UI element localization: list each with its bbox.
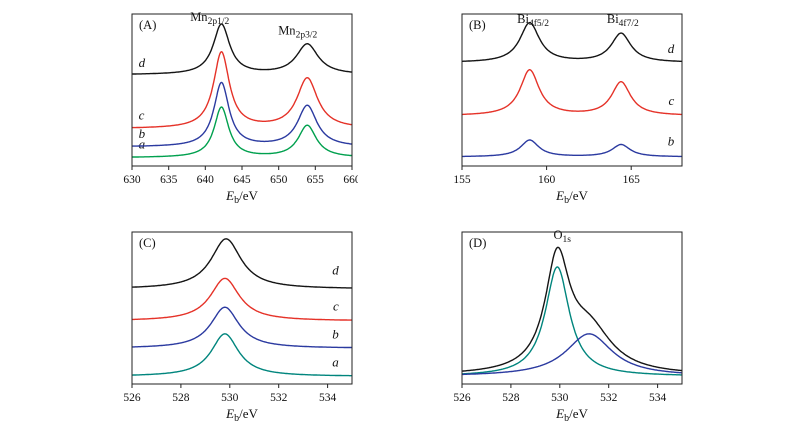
curve-letter-c: c [139,108,145,123]
x-tick-label: 534 [649,392,667,404]
spectrum-curve-c [131,51,353,129]
spectrum-curve-b [462,139,682,158]
panel-D-o1s-fit: 526 528 530 532 534 Eb/eV (D) O1s [448,224,688,430]
x-tick-label: 635 [160,174,178,186]
x-tick-label: 630 [123,174,141,186]
curve-letter-d: d [139,55,146,70]
x-axis-label: Eb/eV [225,188,258,206]
x-tick-label: 526 [453,392,471,404]
spectrum-curve-c [132,277,352,321]
spectrum-curve-component-main [461,266,682,376]
x-tick-label: 530 [221,392,239,404]
spectrum-curve-a [132,106,353,158]
panel-B-plot: b c d 155 160 165 Eb/eV (B) Bi4f5/2 Bi4f7/2 [453,12,683,206]
peak-annotation: Mn2p1/2 [190,10,229,27]
plot-frame [131,231,353,385]
curve-letter-b: b [332,326,339,341]
spectrum-curve-d [132,23,353,75]
curve-letter-a: a [139,137,146,152]
curve-letter-c: c [669,93,675,108]
curve-letter-d: d [668,41,675,56]
curve-letter-a: a [332,355,339,370]
x-tick-label: 640 [197,174,215,186]
x-axis-label: Eb/eV [555,406,588,424]
x-tick-label: 532 [270,392,288,404]
x-tick-label: 160 [538,174,556,186]
x-tick-label: 532 [600,392,618,404]
spectrum-curve-c [462,69,682,116]
panel-C-o1s-stack: a b c d 526 528 530 532 534 Eb/eV (C) [118,224,358,430]
spectrum-curve-b [131,81,352,147]
spectrum-curve-d [462,21,683,63]
curve-letter-c: c [333,298,339,313]
peak-annotation: Mn2p3/2 [278,24,317,41]
panel-D-plot: 526 528 530 532 534 Eb/eV (D) O1s [453,228,683,424]
x-tick-label: 655 [307,174,325,186]
x-tick-label: 534 [319,392,337,404]
peak-annotation: Bi4f5/2 [517,12,549,29]
x-tick-label: 645 [233,174,251,186]
curve-letter-b: b [139,126,146,141]
spectrum-curve-envelope [462,246,683,372]
plot-frame [461,13,683,167]
peak-annotation: O1s [553,228,571,245]
curve-letter-d: d [332,263,339,278]
panel-label: (C) [139,236,156,250]
x-tick-label: 530 [551,392,569,404]
panel-C-plot: abc d 526 528 530 532 534 Eb/eV (C) [123,231,353,424]
x-axis-label: Eb/eV [555,188,588,206]
panel-label: (B) [469,18,486,32]
x-tick-label: 165 [623,174,641,186]
x-tick-label: 528 [502,392,520,404]
curve-letter-b: b [668,134,675,149]
x-axis-label: Eb/eV [225,406,258,424]
spectrum-curve-a [132,333,352,377]
x-tick-label: 155 [453,174,471,186]
spectrum-curve-b [132,306,352,349]
panel-A-plot: abc d 630 635 640 645 650 655 660 Eb/eV (A) Mn2p1/2… [123,10,361,206]
panel-A-mn2p: a b c d 630 635 640 645 650 655 660 Eb/eV (A) Mn2p1/2… [118,6,361,212]
panel-label: (A) [139,18,156,32]
panel-label: (D) [469,236,486,250]
peak-annotation: Bi4f7/2 [607,12,639,29]
x-tick-label: 526 [123,392,141,404]
panel-B-bi4f: b c d 155 160 165 Eb/eV (B) Bi4f5/2 Bi4f7/2 [448,6,688,212]
spectrum-curve-d [131,238,353,289]
x-tick-label: 660 [343,174,358,186]
plot-frame [461,231,683,385]
spectrum-curve-component-shoulder [462,333,682,376]
x-tick-label: 528 [172,392,190,404]
x-tick-label: 650 [270,174,288,186]
